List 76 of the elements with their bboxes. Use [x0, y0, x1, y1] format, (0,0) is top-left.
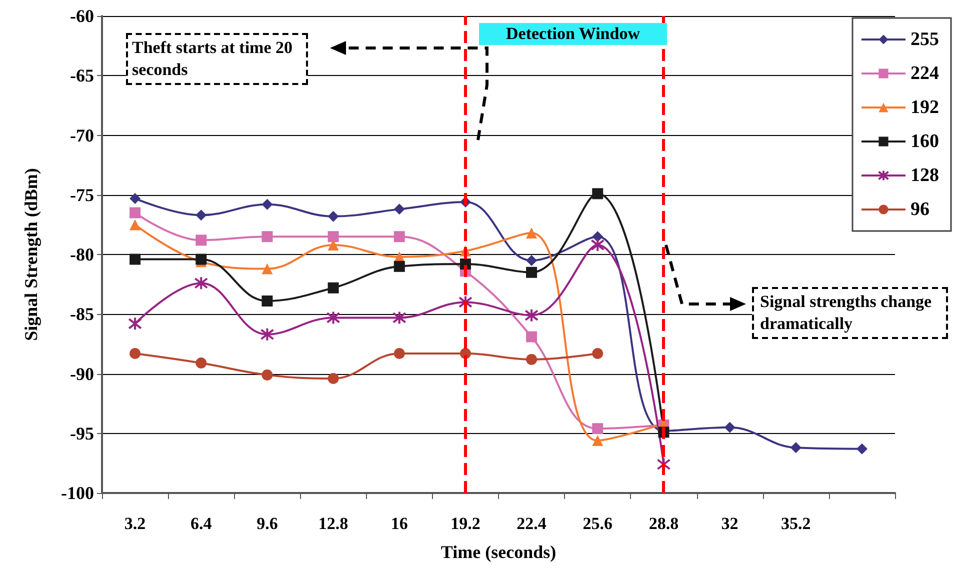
y-tick-label: -85 [70, 304, 94, 324]
point [130, 254, 141, 265]
y-tick-label: -60 [70, 6, 94, 26]
point [262, 263, 273, 274]
point [196, 210, 207, 221]
x-tick-label: 25.6 [582, 514, 612, 533]
point [592, 231, 604, 242]
x-tick-label: 16 [390, 514, 408, 533]
x-tick-label: 35.2 [781, 514, 811, 533]
x-tick-label: 12.8 [318, 514, 348, 533]
point [196, 234, 207, 246]
annotation: Detection Window [479, 23, 667, 45]
legend-label: 160 [910, 131, 939, 152]
y-tick-label: -75 [70, 184, 94, 205]
point [526, 354, 538, 365]
point [262, 231, 273, 242]
point [526, 266, 538, 278]
point [392, 310, 406, 325]
point [656, 457, 671, 472]
point [526, 331, 538, 342]
point [394, 231, 405, 242]
y-tick-label: -70 [70, 125, 94, 146]
point [194, 276, 208, 290]
point [592, 423, 604, 434]
x-tick-label: 22.4 [516, 514, 547, 533]
x-tick-label: 6.4 [190, 514, 212, 533]
point [328, 239, 339, 250]
point [130, 192, 141, 204]
point [328, 210, 339, 222]
legend-label: 96 [910, 199, 930, 220]
point [328, 282, 339, 294]
legend-label: 192 [910, 97, 939, 118]
point [196, 358, 207, 369]
x-tick-label: 19.2 [450, 514, 480, 533]
point [394, 348, 405, 359]
y-tick-label: -80 [70, 244, 94, 264]
annotation: Theft starts at time 20 seconds [126, 33, 308, 85]
point [590, 238, 605, 252]
x-tick-label: 9.6 [256, 514, 278, 533]
y-tick-label: -95 [70, 423, 94, 444]
point [260, 327, 274, 342]
x-tick-label: 3.2 [124, 514, 146, 533]
point [262, 296, 273, 307]
point [262, 198, 273, 210]
point [856, 443, 868, 454]
point [394, 260, 405, 272]
legend-label: 128 [910, 165, 939, 186]
point [196, 254, 207, 265]
point [130, 207, 141, 218]
annotation: Signal strengths change dramatically [752, 287, 948, 339]
point [394, 204, 405, 215]
legend-label: 255 [910, 29, 939, 50]
point [592, 188, 604, 200]
point [328, 373, 339, 384]
point [790, 442, 802, 454]
point [130, 348, 141, 359]
point [326, 310, 340, 325]
x-tick-label: 32 [721, 514, 738, 533]
point [526, 228, 538, 239]
point [458, 295, 472, 310]
legend-label: 224 [910, 63, 940, 84]
point [526, 254, 538, 266]
point [128, 316, 142, 331]
y-axis-title: Signal Strength (dBm) [21, 168, 41, 341]
point [724, 422, 736, 433]
point [592, 435, 604, 446]
point [328, 231, 339, 242]
x-axis-title: Time (seconds) [440, 542, 556, 562]
point [130, 219, 141, 230]
x-tick-label: 28.8 [648, 514, 679, 533]
y-tick-label: -90 [70, 364, 94, 384]
point [524, 308, 539, 322]
y-tick-label: -65 [70, 66, 94, 86]
point [262, 369, 273, 380]
point [592, 348, 604, 359]
y-tick-label: -100 [61, 483, 94, 503]
